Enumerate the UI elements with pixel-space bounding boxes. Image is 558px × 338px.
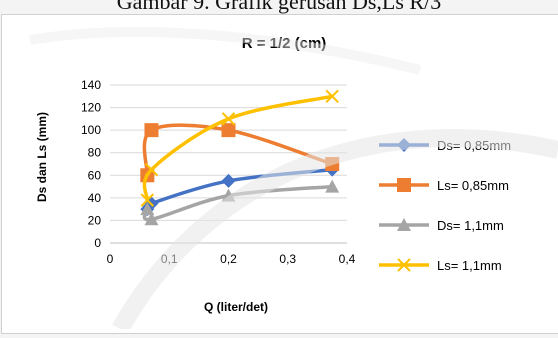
legend-label: Ds= 1,1mm	[437, 218, 504, 233]
y-tick-label: 140	[81, 78, 101, 92]
y-tick-label: 20	[88, 213, 102, 227]
x-tick-label: 0	[107, 252, 114, 266]
chart-title: R = 1/2 (cm)	[242, 35, 327, 52]
series	[140, 179, 340, 226]
x-axis-label: Q (liter/det)	[204, 300, 268, 314]
data-point	[221, 123, 236, 138]
x-tick-label: 0,2	[220, 252, 237, 266]
y-axis-ticks: 0 20 40 60 80 100 120 140	[81, 78, 101, 250]
data-point	[325, 89, 339, 103]
legend-item: Ds= 1,1mm	[379, 218, 504, 233]
y-tick-label: 0	[94, 236, 101, 250]
x-tick-label: 0,4	[339, 252, 356, 266]
x-axis-ticks: 0 0,1 0,2 0,3 0,4	[107, 252, 356, 266]
y-axis-label: Ds dan Ls (mm)	[35, 112, 49, 202]
y-tick-label: 100	[81, 123, 101, 137]
legend-item: Ls= 1,1mm	[379, 258, 502, 273]
legend-item: Ls= 0,85mm	[379, 178, 509, 193]
y-tick-label: 40	[88, 191, 102, 205]
data-point	[221, 173, 236, 188]
legend-label: Ds= 0,85mm	[437, 138, 511, 153]
legend-label: Ls= 1,1mm	[437, 258, 502, 273]
data-point	[397, 138, 411, 152]
data-point	[221, 112, 236, 126]
figure-caption: Gambar 9. Grafik gerusan Ds,Ls R/3	[116, 0, 442, 14]
legend-label: Ls= 0,85mm	[437, 178, 509, 193]
y-tick-label: 60	[88, 168, 102, 182]
y-tick-label: 120	[81, 101, 101, 115]
legend: Ds= 0,85mm Ls= 0,85mm Ds= 1,1mm Ls= 1,1mm	[379, 138, 511, 273]
data-point	[325, 157, 340, 171]
data-point	[144, 123, 159, 138]
data-point	[397, 178, 411, 192]
x-tick-label: 0,1	[161, 252, 178, 266]
legend-item: Ds= 0,85mm	[379, 138, 511, 153]
series-line	[142, 184, 334, 222]
series-layer	[140, 89, 340, 226]
series-line	[142, 94, 334, 202]
chart-area: R = 1/2 (cm) 0 20 40 60 80 100 120 140 0 0,1 0,2 0…	[1, 14, 558, 334]
y-tick-label: 80	[88, 146, 102, 160]
x-tick-label: 0,3	[279, 252, 296, 266]
